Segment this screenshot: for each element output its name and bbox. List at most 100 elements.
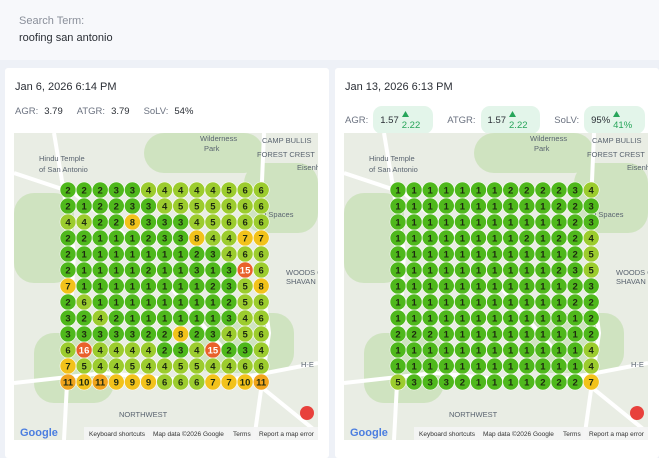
- up-arrow: [509, 111, 517, 117]
- rank-value: 1: [540, 234, 546, 245]
- rank-value: 5: [81, 362, 87, 373]
- rank-value: 2: [556, 186, 561, 197]
- rank-value: 2: [589, 314, 594, 325]
- map-logo: Google: [350, 427, 388, 439]
- up-arrow: [401, 111, 409, 117]
- rank-value: 1: [492, 186, 498, 197]
- rank-value: 3: [210, 250, 215, 261]
- report-date: Jan 6, 2026 6:14 PM: [15, 81, 117, 93]
- rank-value: 1: [428, 186, 434, 197]
- rank-value: 3: [411, 378, 416, 389]
- rank-value: 6: [65, 346, 70, 357]
- rank-value: 1: [178, 266, 184, 277]
- rank-value: 6: [226, 202, 231, 213]
- rank-value: 1: [476, 234, 482, 245]
- footer-bg: [414, 427, 648, 440]
- rank-value: 1: [114, 250, 120, 261]
- rank-value: 1: [460, 218, 466, 229]
- rank-value: 3: [242, 346, 247, 357]
- map-label: SHAVAN: [616, 277, 646, 286]
- rank-value: 2: [81, 186, 86, 197]
- rank-value: 2: [146, 234, 151, 245]
- map-label: Hindu Temple: [369, 154, 415, 163]
- rank-value: 1: [572, 314, 578, 325]
- rank-value: 1: [81, 282, 87, 293]
- rank-value: 1: [146, 282, 152, 293]
- rank-value: 1: [476, 362, 482, 373]
- rank-value: 1: [411, 314, 417, 325]
- map-label: ng Spaces: [588, 210, 624, 219]
- map-label: FOREST CREST: [257, 150, 315, 159]
- rank-value: 10: [79, 378, 90, 389]
- metric-pill: 1.57 2.22: [480, 106, 541, 134]
- rank-value: 6: [242, 250, 247, 261]
- rank-value: 1: [81, 202, 87, 213]
- rank-value: 1: [98, 282, 104, 293]
- rank-value: 1: [492, 218, 498, 229]
- rank-value: 2: [146, 266, 151, 277]
- metric-change: 41%: [613, 109, 638, 131]
- metrics-row: AGR: 1.57 2.22 ATGR: 1.57 2.22 SoLV: 95% 41%: [345, 106, 659, 134]
- rank-value: 4: [130, 346, 136, 357]
- rank-value: 1: [395, 282, 401, 293]
- rank-value: 1: [524, 266, 530, 277]
- rank-value: 6: [259, 298, 264, 309]
- rank-value: 5: [130, 362, 136, 373]
- search-label: Search Term:: [19, 15, 85, 27]
- rank-value: 1: [444, 314, 450, 325]
- rank-value: 2: [65, 202, 70, 213]
- rank-value: 2: [556, 234, 561, 245]
- rank-value: 1: [428, 314, 434, 325]
- rank-value: 1: [411, 250, 417, 261]
- rank-value: 2: [81, 314, 86, 325]
- metric-label: SoLV:: [554, 114, 580, 126]
- rank-value: 1: [540, 202, 546, 213]
- search-term: roofing san antonio: [19, 32, 113, 44]
- rank-value: 1: [178, 282, 184, 293]
- metric-change: 2.22: [509, 109, 533, 131]
- rank-value: 1: [146, 314, 152, 325]
- rank-value: 7: [259, 234, 264, 245]
- metric-label: AGR:: [15, 106, 39, 117]
- rank-value: 1: [411, 234, 417, 245]
- rank-value: 1: [556, 330, 562, 341]
- rank-value: 4: [210, 234, 216, 245]
- rank-value: 1: [395, 234, 401, 245]
- map-label: Park: [534, 144, 550, 153]
- rank-value: 4: [194, 186, 200, 197]
- rank-value: 4: [98, 362, 104, 373]
- report-card: Jan 13, 2026 6:13 PM AGR: 1.57 2.22 ATGR: 1.5…: [335, 68, 659, 458]
- rank-value: 2: [162, 346, 167, 357]
- rank-value: 1: [178, 314, 184, 325]
- rank-value: 6: [242, 202, 247, 213]
- rank-value: 1: [428, 218, 434, 229]
- metric-pill: 95% 41%: [584, 106, 646, 134]
- rank-value: 1: [508, 330, 514, 341]
- rank-value: 1: [395, 362, 401, 373]
- rank-value: 3: [162, 234, 167, 245]
- rank-value: 1: [524, 330, 530, 341]
- rank-value: 1: [508, 250, 514, 261]
- rank-value: 1: [476, 218, 482, 229]
- rank-value: 9: [130, 378, 135, 389]
- rank-value: 1: [428, 266, 434, 277]
- metric-label: ATGR:: [447, 114, 476, 126]
- rank-value: 1: [524, 202, 530, 213]
- rank-value: 1: [194, 298, 200, 309]
- rank-value: 1: [81, 266, 87, 277]
- rank-value: 1: [411, 202, 417, 213]
- rank-value: 1: [444, 282, 450, 293]
- rank-value: 1: [460, 346, 466, 357]
- rank-value: 1: [460, 298, 466, 309]
- rank-value: 2: [572, 298, 577, 309]
- rank-value: 1: [428, 362, 434, 373]
- rank-value: 4: [210, 186, 216, 197]
- rank-value: 1: [146, 298, 152, 309]
- rank-value: 6: [259, 330, 264, 341]
- rank-value: 3: [589, 202, 594, 213]
- rank-value: 1: [492, 282, 498, 293]
- rank-value: 9: [146, 378, 151, 389]
- rank-value: 1: [130, 282, 136, 293]
- rank-value: 1: [508, 282, 514, 293]
- rank-value: 1: [572, 346, 578, 357]
